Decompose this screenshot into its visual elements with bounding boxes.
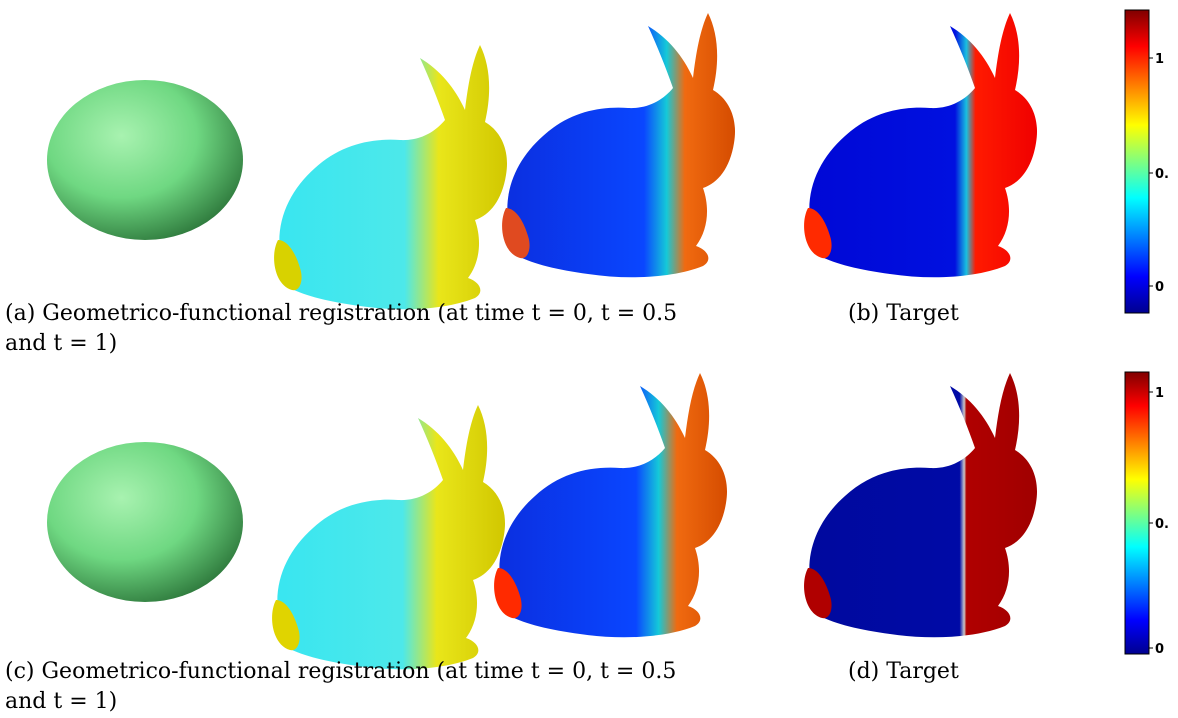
row1-colorbar: 1 0.5 0 [1124, 9, 1170, 314]
row1-target-bunny [804, 13, 1038, 278]
caption-c: (c) Geometrico-functional registration (… [5, 659, 677, 684]
row2-bunny-t05 [272, 405, 506, 670]
row2-colorbar: 1 0.5 0 [1124, 371, 1170, 657]
caption-d: (d) Target [848, 659, 959, 684]
row1-bunny-t1 [502, 13, 736, 278]
row1-colorbar-tick: 0.5 [1155, 167, 1170, 182]
row2-panel: 1 0.5 0 (c) Geometrico-functional regist… [0, 360, 1178, 718]
row2-target-bunny [804, 373, 1038, 638]
row1-sphere-t0 [47, 80, 243, 240]
row2-sphere-t0 [47, 442, 243, 602]
row2-colorbar-tick: 0 [1155, 642, 1164, 657]
row2-bunny-t1 [494, 373, 728, 638]
caption-b: (b) Target [848, 301, 959, 326]
caption-a: (a) Geometrico-functional registration (… [5, 301, 678, 326]
row1-colorbar-tick: 0 [1155, 280, 1164, 295]
caption-c-line2: and t = 1) [5, 689, 118, 714]
row2-colorbar-tick: 1 [1155, 386, 1164, 401]
row1-colorbar-tick: 1 [1155, 52, 1164, 67]
row2-colorbar-tick: 0.5 [1155, 517, 1170, 532]
row1-panel: 1 0.5 0 (a) Geometrico-functional regist… [5, 9, 1170, 356]
row1-bunny-t05 [274, 45, 508, 310]
caption-a-line2: and t = 1) [5, 331, 118, 356]
